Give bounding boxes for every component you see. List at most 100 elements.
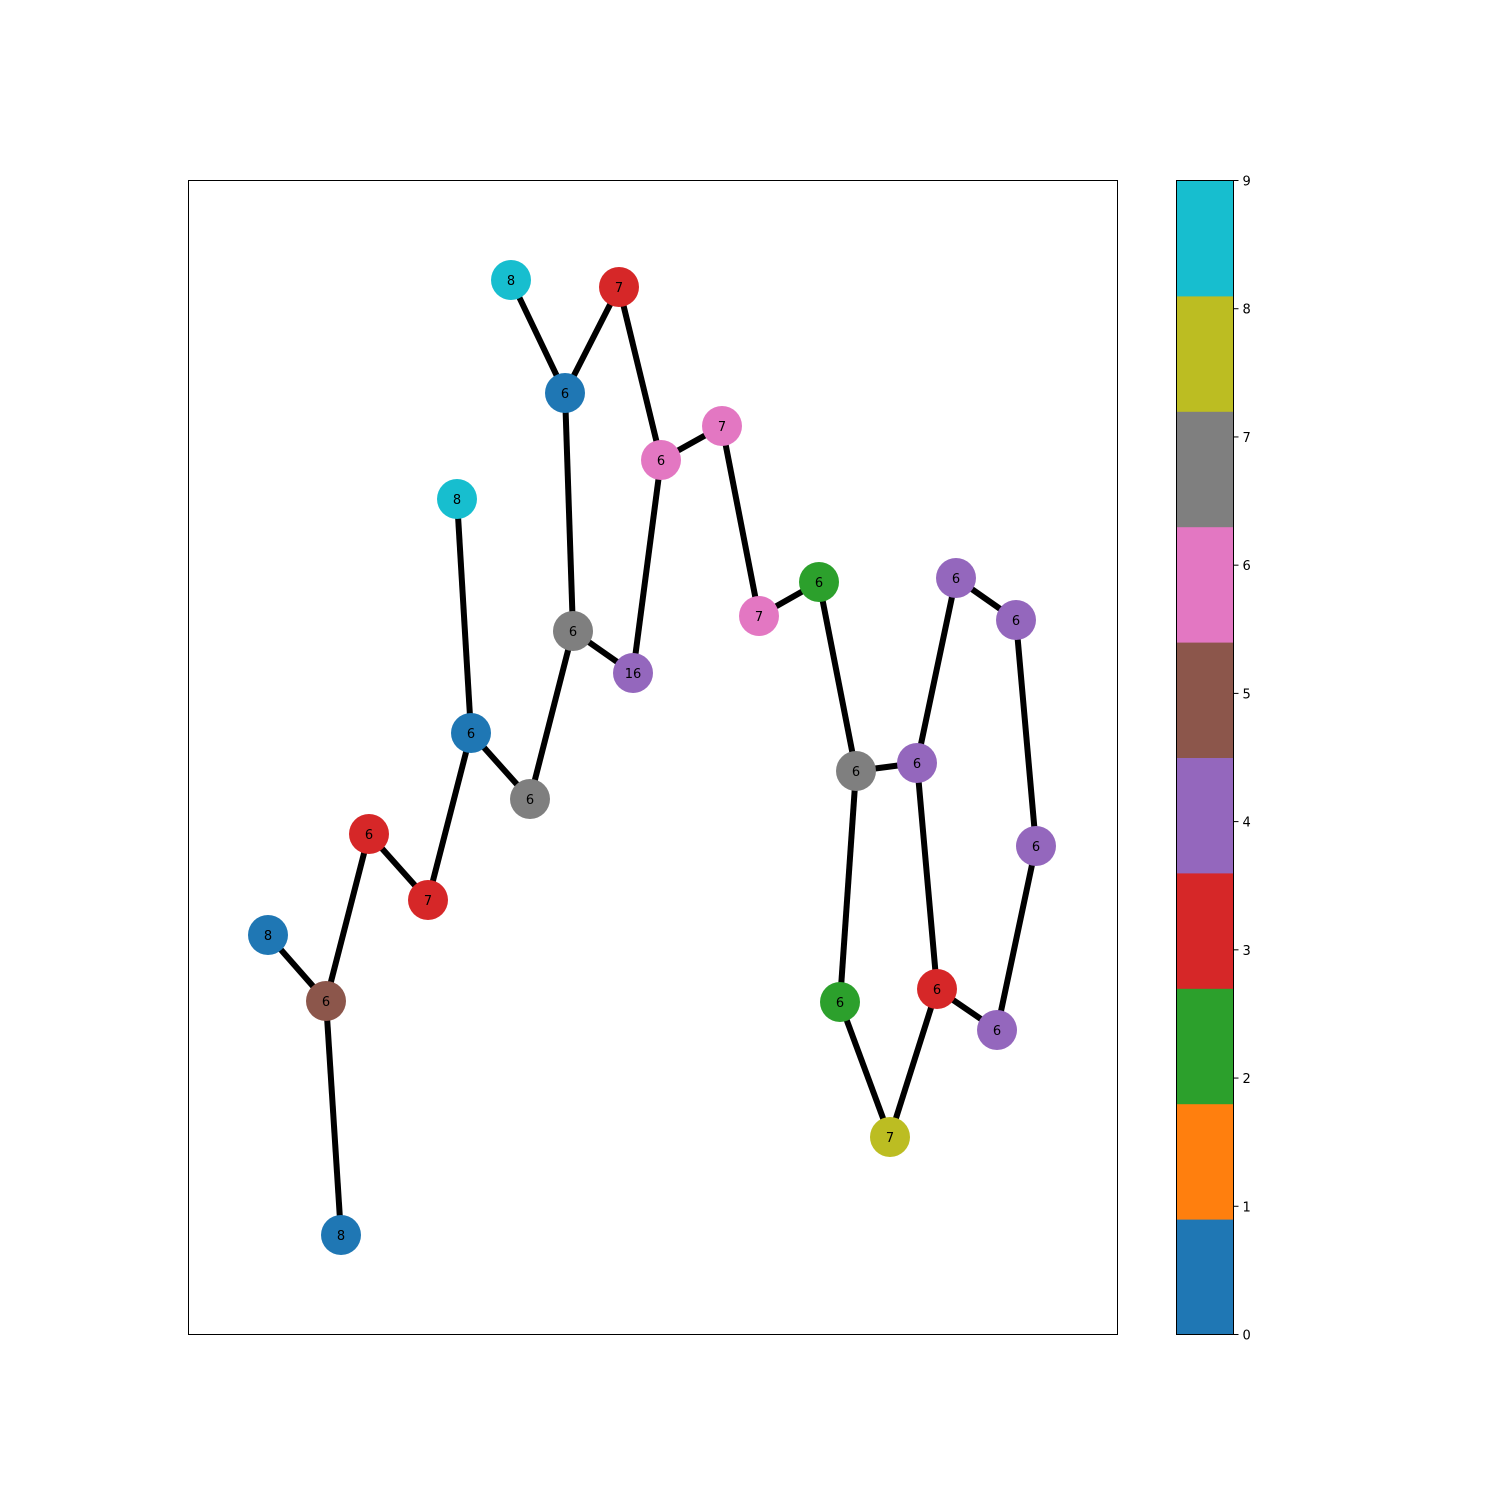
graph-edge [1013,619,1039,847]
graph-edge [323,833,372,1002]
colorbar-tick-label: 6 [1243,559,1251,574]
node-label: 7 [424,894,432,909]
colorbar-segment [1176,411,1234,528]
graph-node: 6 [553,611,593,651]
node-circle [545,373,585,413]
colorbar-segment [1176,642,1234,758]
node-label: 6 [467,727,475,742]
graph-node: 7 [870,1117,910,1157]
node-label: 7 [718,420,726,435]
node-circle [451,713,491,753]
node-label: 6 [526,793,534,808]
graph-node: 7 [739,596,779,636]
node-label: 6 [836,996,844,1011]
node-circle [613,653,653,693]
graph-edge [562,392,576,632]
node-label: 6 [852,765,860,780]
graph-edge [914,762,940,990]
graph-node: 8 [437,479,477,519]
graph-edge [837,770,859,1003]
node-circle [820,982,860,1022]
graph-node: 6 [451,713,491,753]
node-circle [996,600,1036,640]
node-label: 7 [755,610,763,625]
node-label: 6 [913,757,921,772]
graph-node: 6 [917,969,957,1009]
graph-node: 6 [306,981,346,1021]
colorbar-tick-label: 4 [1243,816,1251,831]
graph-node: 6 [641,440,681,480]
graph-edge [616,286,664,461]
colorbar-frame [1176,180,1234,1335]
node-circle [349,814,389,854]
graph-node: 6 [836,751,876,791]
graph-edge [914,577,959,764]
node-circle [917,969,957,1009]
node-label: 7 [615,281,623,296]
graph-edge [323,1000,344,1236]
graph-node: 6 [1016,826,1056,866]
graph-node: 8 [248,915,288,955]
graph-edge [454,498,474,734]
graph-node: 6 [820,982,860,1022]
graph-node: 8 [491,260,531,300]
node-label: 6 [952,572,960,587]
node-label: 6 [561,387,569,402]
node-circle [702,406,742,446]
graph-edge [994,845,1039,1031]
colorbar-segment [1176,757,1234,874]
node-label: 6 [322,995,330,1010]
graph-edge [425,732,474,901]
graph-edge [837,1000,893,1139]
graph-node: 7 [408,880,448,920]
node-circle [248,915,288,955]
node-circle [897,743,937,783]
node-label: 8 [507,274,515,289]
node-circle [408,880,448,920]
graph-edge [527,630,576,800]
node-label: 6 [1032,840,1040,855]
node-circle [553,611,593,651]
node-label: 6 [657,454,665,469]
graph-node: 16 [613,653,653,693]
graph-node: 7 [599,267,639,307]
node-label: 6 [365,828,373,843]
colorbar-tick-label: 7 [1243,431,1251,446]
node-label: 6 [569,625,577,640]
colorbar-tick-label: 8 [1243,303,1251,318]
plot-frame [188,180,1118,1335]
graph-node: 6 [897,743,937,783]
node-label: 16 [625,667,642,682]
node-label: 6 [815,576,823,591]
node-layer: 8 7 6 6 7 8 7 6 6 6 6 16 6 6 6 6 6 6 7 8 6 6 6 6 7 8 [248,260,1056,1255]
node-label: 6 [993,1024,1001,1039]
colorbar-tick-label: 9 [1243,175,1251,190]
node-circle [510,779,550,819]
colorbar: 0 1 2 3 4 5 6 7 8 9 [1176,175,1251,1344]
graph-edge [887,988,940,1138]
node-label: 8 [337,1229,345,1244]
node-circle [936,558,976,598]
node-circle [739,596,779,636]
node-circle [491,260,531,300]
colorbar-segment [1176,180,1234,297]
graph-edge [719,425,762,617]
colorbar-tick-label: 5 [1243,687,1251,702]
colorbar-segment [1176,872,1234,989]
node-label: 7 [886,1131,894,1146]
graph-node: 6 [510,779,550,819]
node-label: 6 [933,983,941,998]
colorbar-tick-label: 2 [1243,1072,1251,1087]
graph-node: 6 [936,558,976,598]
node-circle [977,1010,1017,1050]
node-circle [599,267,639,307]
graph-node: 6 [977,1010,1017,1050]
graph-node: 6 [545,373,585,413]
colorbar-tick-label: 0 [1243,1329,1251,1344]
colorbar-segment [1176,988,1234,1105]
node-circle [641,440,681,480]
node-label: 6 [1012,614,1020,629]
colorbar-segment [1176,1103,1234,1220]
node-circle [1016,826,1056,866]
